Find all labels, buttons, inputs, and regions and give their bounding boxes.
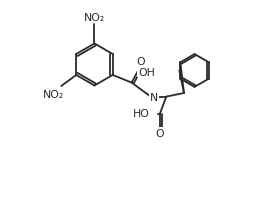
Text: O: O — [137, 57, 145, 67]
Text: NO₂: NO₂ — [84, 13, 105, 23]
Text: OH: OH — [138, 67, 155, 77]
Text: NO₂: NO₂ — [43, 89, 64, 99]
Text: O: O — [156, 129, 164, 139]
Text: N: N — [150, 93, 159, 103]
Text: HO: HO — [133, 108, 150, 118]
